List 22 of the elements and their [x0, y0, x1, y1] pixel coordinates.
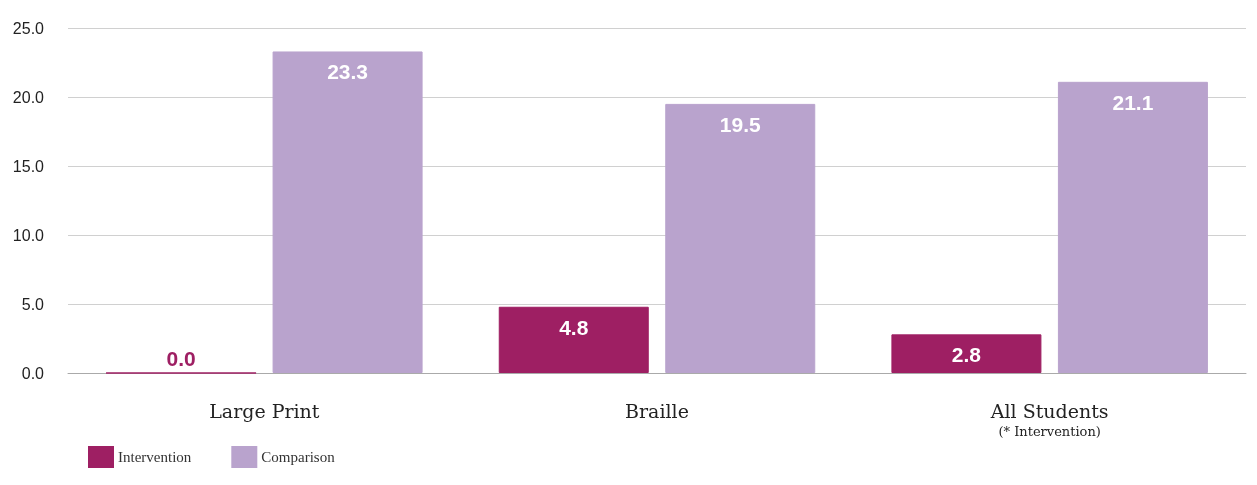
y-tick-label: 5.0	[21, 295, 45, 313]
y-tick-label: 25.0	[12, 19, 45, 37]
data-label: 19.5	[719, 112, 762, 136]
legend-label: Intervention	[118, 449, 192, 465]
legend-label: Comparison	[261, 449, 336, 465]
data-label: 4.8	[559, 315, 589, 339]
bar	[891, 334, 1042, 373]
y-tick-label: 10.0	[12, 226, 45, 244]
data-label: 21.1	[1112, 90, 1154, 114]
x-tick-label: Braille	[625, 400, 689, 422]
data-label: 2.8	[951, 343, 982, 367]
data-label: 0.0	[166, 346, 196, 370]
bar	[1057, 81, 1208, 373]
y-tick-label: 15.0	[12, 157, 45, 175]
x-tick-label: All Students (* Intervention)	[989, 400, 1109, 439]
bar	[665, 103, 816, 373]
y-tick-label: 20.0	[12, 88, 45, 106]
bar	[498, 306, 649, 373]
y-tick-label: 0.0	[21, 364, 45, 382]
data-label: 23.3	[327, 60, 369, 84]
bar	[272, 51, 423, 373]
x-tick-label: Large Print	[209, 400, 320, 422]
